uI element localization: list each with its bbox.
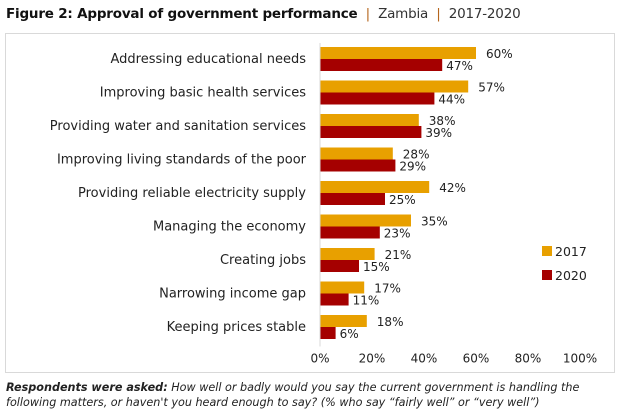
category-label: Improving basic health services: [100, 86, 306, 101]
data-label-2020: 6%: [340, 327, 359, 341]
category-label: Managing the economy: [153, 220, 306, 235]
x-tick-label: 0%: [310, 352, 329, 366]
bar-2017: [320, 114, 419, 126]
chart-frame: [5, 33, 615, 373]
bar-2020: [320, 59, 443, 71]
data-label-2020: 23%: [384, 227, 411, 241]
data-label-2017: 18%: [377, 315, 404, 329]
data-label-2020: 39%: [425, 126, 452, 140]
bar-2020: [320, 293, 349, 306]
bar-2017: [320, 248, 375, 260]
bar-2020: [320, 193, 385, 205]
data-label-2017: 42%: [439, 181, 466, 195]
figure-title: Figure 2: Approval of government perform…: [6, 6, 521, 22]
data-label-2020: 47%: [446, 59, 473, 73]
bar-2020: [320, 226, 380, 239]
data-label-2017: 35%: [421, 215, 448, 229]
data-label-2020: 25%: [389, 193, 416, 207]
bar-2017: [320, 80, 469, 93]
data-label-2020: 15%: [363, 260, 390, 274]
figure-title-main: Figure 2: Approval of government perform…: [6, 6, 358, 22]
category-label: Providing reliable electricity supply: [78, 186, 306, 201]
bar-2017: [320, 214, 411, 227]
bar-2017: [320, 315, 367, 327]
data-label-2017: 17%: [374, 282, 401, 296]
legend-swatch-2020: [542, 270, 552, 280]
legend-label-2020: 2020: [555, 268, 587, 283]
category-label: Addressing educational needs: [111, 52, 307, 67]
bar-2020: [320, 260, 359, 272]
bar-2017: [320, 147, 393, 160]
data-label-2017: 28%: [403, 148, 430, 162]
title-separator: |: [365, 6, 371, 22]
data-label-2020: 11%: [353, 294, 380, 308]
bar-2017: [320, 181, 430, 193]
legend-label-2017: 2017: [555, 244, 587, 259]
figure-title-period: 2017-2020: [448, 6, 521, 22]
data-label-2017: 60%: [486, 47, 513, 61]
category-label: Creating jobs: [220, 253, 306, 268]
title-separator: |: [436, 6, 441, 22]
x-tick-label: 40%: [411, 352, 438, 366]
bar-2020: [320, 92, 435, 105]
x-tick-label: 80%: [515, 352, 542, 366]
figure-title-country: Zambia: [378, 6, 429, 22]
data-label-2017: 21%: [385, 248, 412, 262]
bar-2017: [320, 47, 476, 59]
legend-swatch-2017: [542, 246, 552, 256]
bar-2020: [320, 327, 336, 339]
bar-2017: [320, 281, 365, 294]
x-tick-label: 60%: [463, 352, 490, 366]
category-label: Improving living standards of the poor: [57, 153, 307, 168]
data-label-2020: 29%: [399, 160, 426, 174]
bar-2020: [320, 126, 422, 138]
x-tick-label: 100%: [563, 352, 597, 366]
category-label: Providing water and sanitation services: [50, 119, 306, 134]
data-label-2020: 44%: [438, 93, 465, 107]
category-label: Keeping prices stable: [167, 320, 306, 335]
footnote-question-text: How well or badly would you say the curr…: [6, 381, 580, 409]
x-tick-label: 20%: [359, 352, 386, 366]
category-label: Narrowing income gap: [159, 287, 306, 302]
footnote-question-label: Respondents were asked:: [6, 381, 168, 394]
footnote: Respondents were asked: How well or badl…: [6, 380, 616, 410]
data-label-2017: 38%: [429, 114, 456, 128]
bar-2020: [320, 159, 396, 172]
data-label-2017: 57%: [478, 81, 505, 95]
